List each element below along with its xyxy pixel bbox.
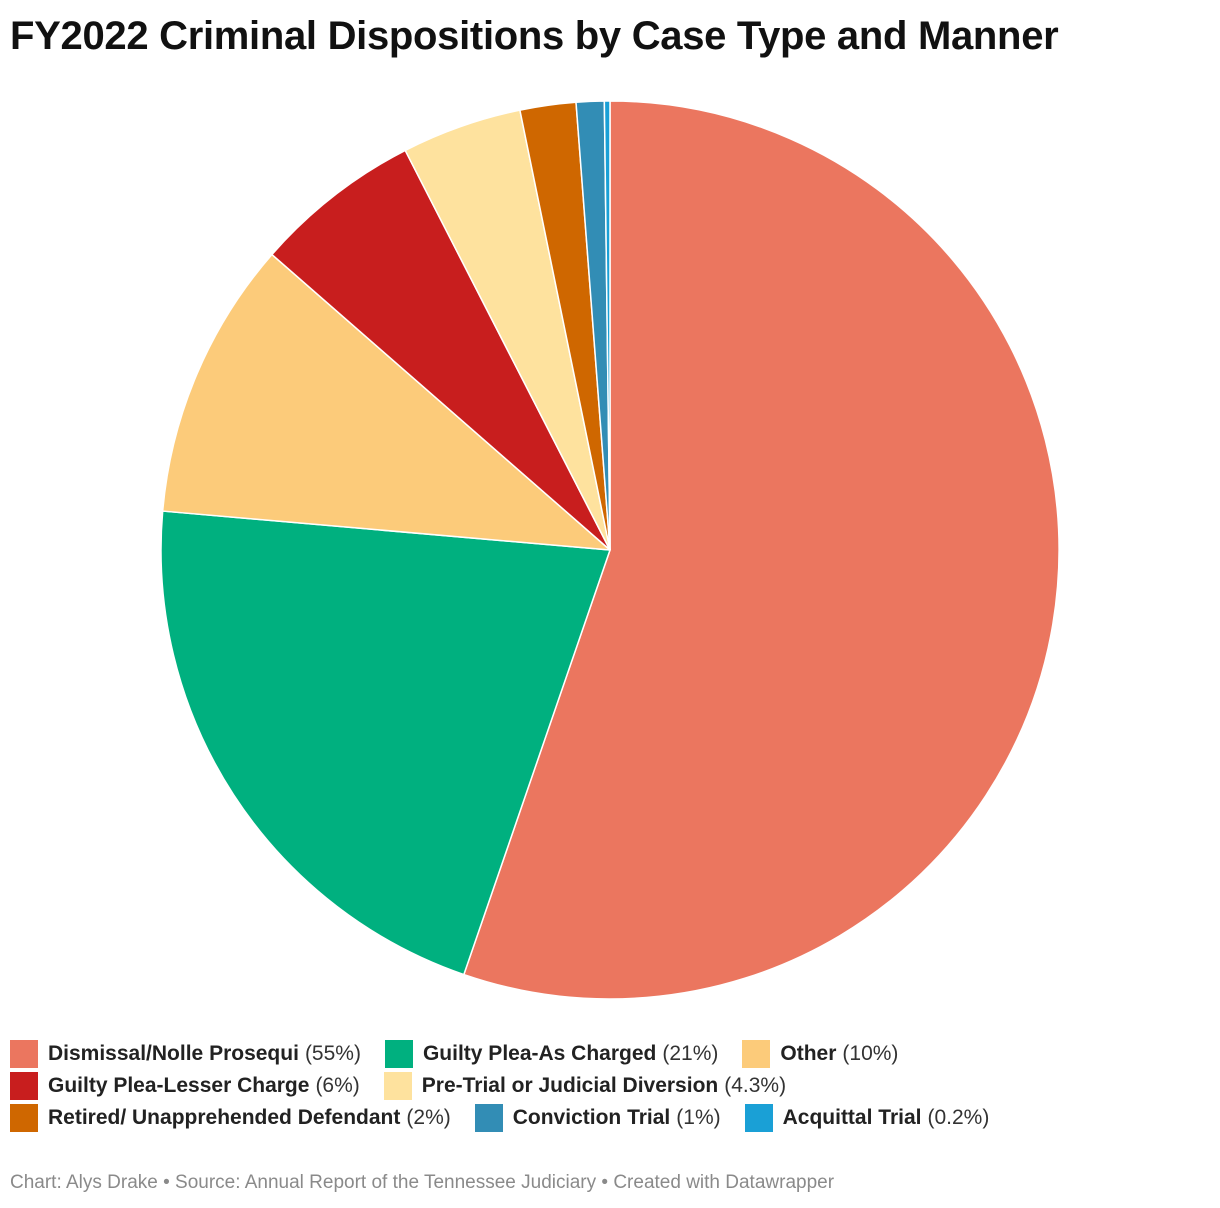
legend-label: Acquittal Trial	[782, 1106, 922, 1129]
legend-row: Retired/ Unapprehended Defendant (2%) Co…	[10, 1102, 1210, 1134]
legend-label: Guilty Plea-As Charged	[422, 1042, 657, 1065]
legend-swatch	[10, 1072, 38, 1100]
pie-slice-dismissal-nolle-prosequi	[463, 100, 1060, 1000]
legend-swatch	[384, 1040, 413, 1068]
pie-slice-guilty-plea-lesser-charge	[271, 149, 611, 551]
legend-value: (55%)	[304, 1042, 361, 1065]
pie-slice-other	[161, 253, 611, 551]
legend-swatch	[744, 1104, 773, 1132]
legend-item-guilty-plea-lesser-charge: Guilty Plea-Lesser Charge (6%)	[10, 1072, 360, 1100]
legend-value: (4.3%)	[724, 1074, 787, 1097]
legend-swatch	[10, 1104, 38, 1132]
chart-footer: Chart: Alys Drake • Source: Annual Repor…	[10, 1172, 835, 1193]
pie-chart	[160, 100, 1060, 1000]
legend-swatch	[10, 1040, 38, 1068]
legend-swatch	[742, 1040, 771, 1068]
legend-item-dismissal: Dismissal/Nolle Prosequi (55%)	[10, 1040, 361, 1068]
legend-label: Retired/ Unapprehended Defendant	[48, 1106, 401, 1129]
legend-value: (0.2%)	[927, 1106, 990, 1129]
chart-title: FY2022 Criminal Dispositions by Case Typ…	[10, 14, 1059, 58]
legend-item-conviction-trial: Conviction Trial (1%)	[474, 1104, 721, 1132]
legend-value: (6%)	[315, 1074, 360, 1097]
legend-item-acquittal-trial: Acquittal Trial (0.2%)	[744, 1104, 990, 1132]
legend-label: Dismissal/Nolle Prosequi	[48, 1042, 299, 1065]
legend-item-pre-trial-diversion: Pre-Trial or Judicial Diversion (4.3%)	[383, 1072, 787, 1100]
legend-row: Dismissal/Nolle Prosequi (55%) Guilty Pl…	[10, 1038, 1210, 1070]
legend-value: (10%)	[842, 1042, 899, 1065]
legend-label: Pre-Trial or Judicial Diversion	[421, 1074, 719, 1097]
legend-item-other: Other (10%)	[742, 1040, 898, 1068]
legend-item-guilty-plea-as-charged: Guilty Plea-As Charged (21%)	[384, 1040, 719, 1068]
legend-row: Guilty Plea-Lesser Charge (6%) Pre-Trial…	[10, 1070, 1210, 1102]
legend-value: (21%)	[662, 1042, 719, 1065]
legend: Dismissal/Nolle Prosequi (55%) Guilty Pl…	[10, 1038, 1210, 1134]
legend-label: Other	[780, 1042, 837, 1065]
pie-slice-guilty-plea-as-charged	[160, 510, 611, 976]
legend-label: Guilty Plea-Lesser Charge	[48, 1074, 310, 1097]
legend-value: (1%)	[676, 1106, 721, 1129]
legend-item-retired-unapprehended: Retired/ Unapprehended Defendant (2%)	[10, 1104, 451, 1132]
legend-value: (2%)	[406, 1106, 451, 1129]
legend-swatch	[383, 1072, 412, 1100]
pie-slice-acquittal-trial	[603, 100, 611, 551]
legend-label: Conviction Trial	[512, 1106, 671, 1129]
legend-swatch	[474, 1104, 503, 1132]
